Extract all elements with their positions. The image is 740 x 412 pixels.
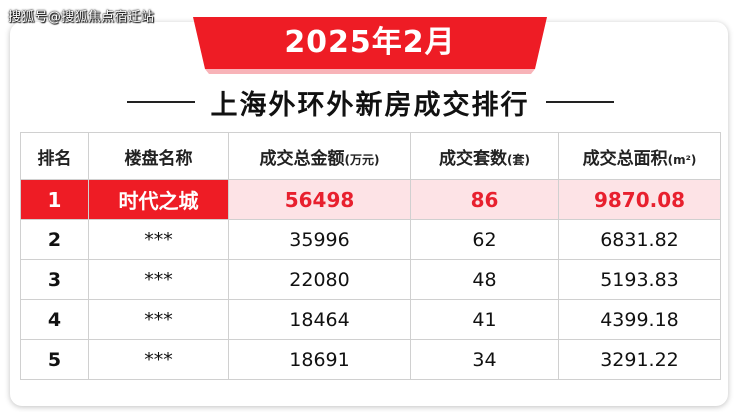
- area-cell: 3291.22: [558, 339, 721, 380]
- units-cell: 86: [410, 179, 559, 220]
- rank-cell: 3: [20, 259, 89, 300]
- area-cell: 6831.82: [558, 219, 721, 260]
- ranking-table: 排名 楼盘名称 成交总金额(万元) 成交套数(套) 成交总面积(m²) 1 时代…: [20, 132, 721, 380]
- project-name-cell: ***: [88, 339, 229, 380]
- amount-cell: 35996: [228, 219, 411, 260]
- title-divider-left: [126, 101, 195, 103]
- rank-cell: 1: [20, 179, 89, 220]
- header-unit: (套): [507, 152, 530, 167]
- amount-cell: 22080: [228, 259, 411, 300]
- area-cell: 9870.08: [558, 179, 721, 220]
- amount-cell: 56498: [228, 179, 411, 220]
- header-unit: (m²): [667, 152, 697, 167]
- header-area: 成交总面积(m²): [558, 132, 721, 180]
- units-cell: 48: [410, 259, 559, 300]
- title-row: 上海外环外新房成交排行: [90, 80, 650, 124]
- project-name-cell: ***: [88, 299, 229, 340]
- header-amount: 成交总金额(万元): [228, 132, 411, 180]
- table-header-row: 排名 楼盘名称 成交总金额(万元) 成交套数(套) 成交总面积(m²): [20, 132, 721, 180]
- header-label: 成交总金额: [259, 148, 345, 169]
- date-banner-shape: [193, 17, 547, 74]
- units-cell: 41: [410, 299, 559, 340]
- amount-cell: 18464: [228, 299, 411, 340]
- project-name-cell: ***: [88, 219, 229, 260]
- units-cell: 62: [410, 219, 559, 260]
- table-row: 2 *** 35996 62 6831.82: [20, 219, 721, 260]
- header-unit: (万元): [344, 152, 380, 167]
- date-banner: 2025年2月: [193, 17, 547, 75]
- header-label: 排名: [37, 148, 72, 169]
- header-name: 楼盘名称: [88, 132, 229, 180]
- header-label: 楼盘名称: [124, 148, 193, 169]
- table-row: 4 *** 18464 41 4399.18: [20, 299, 721, 340]
- date-label: 2025年2月: [284, 25, 456, 60]
- table-row-top: 1 时代之城 56498 86 9870.08: [20, 179, 721, 220]
- project-name-cell: ***: [88, 259, 229, 300]
- header-rank: 排名: [20, 132, 89, 180]
- area-cell: 5193.83: [558, 259, 721, 300]
- rank-cell: 2: [20, 219, 89, 260]
- page-title: 上海外环外新房成交排行: [210, 89, 530, 121]
- header-units: 成交套数(套): [410, 132, 559, 180]
- units-cell: 34: [410, 339, 559, 380]
- watermark: 搜狐号@搜狐焦点宿迁站: [8, 10, 155, 25]
- header-label: 成交套数: [439, 148, 507, 169]
- table-row: 5 *** 18691 34 3291.22: [20, 339, 721, 380]
- amount-cell: 18691: [228, 339, 411, 380]
- rank-cell: 5: [20, 339, 89, 380]
- area-cell: 4399.18: [558, 299, 721, 340]
- header-label: 成交总面积: [582, 148, 668, 169]
- title-divider-right: [545, 101, 614, 103]
- table-row: 3 *** 22080 48 5193.83: [20, 259, 721, 300]
- project-name-cell: 时代之城: [88, 179, 229, 220]
- rank-cell: 4: [20, 299, 89, 340]
